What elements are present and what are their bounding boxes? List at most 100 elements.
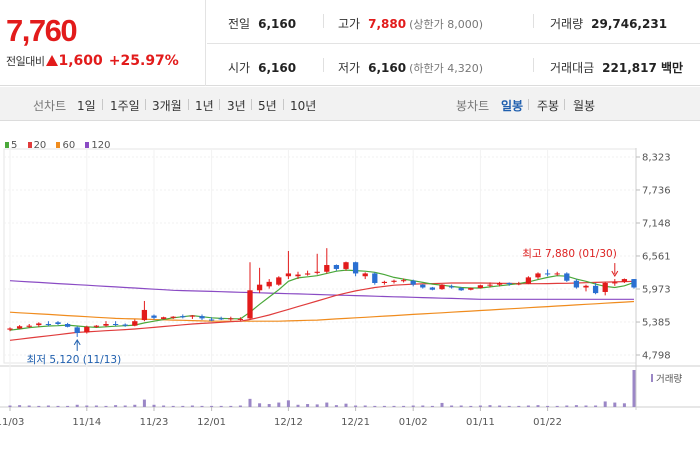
volume-bar — [56, 405, 60, 407]
y-tick-label: 5,973 — [642, 285, 671, 296]
period-1y-button[interactable]: 1년 — [195, 99, 214, 113]
candle-body — [55, 322, 61, 324]
change-amount: 1,600 — [58, 53, 103, 69]
candle — [352, 261, 359, 277]
stat-open: 시가 6,160 — [228, 61, 297, 75]
candle-body — [112, 323, 119, 325]
candle — [420, 284, 426, 289]
volume-bar — [133, 404, 137, 407]
candle — [36, 322, 42, 327]
volume-bar — [171, 405, 175, 407]
candle-body — [295, 274, 301, 277]
volume-bar — [277, 402, 281, 407]
candle — [468, 287, 474, 291]
volume-bar — [181, 405, 185, 407]
period-5y-button[interactable]: 5년 — [258, 99, 277, 113]
volume-bar — [114, 405, 118, 407]
x-tick-label: 11/03 — [0, 417, 24, 428]
candle-body — [237, 318, 244, 320]
candle — [372, 272, 378, 285]
y-tick-label: 6,561 — [642, 251, 671, 262]
volume-bar — [66, 405, 70, 407]
volume-bar — [498, 405, 502, 407]
volume-bar — [75, 404, 79, 407]
candle — [439, 284, 445, 290]
candle-body — [439, 284, 445, 290]
volume-bar — [123, 405, 127, 407]
volume-bar — [574, 405, 578, 407]
candle — [410, 279, 416, 287]
volume-bar — [162, 405, 166, 407]
candle-body — [458, 288, 464, 291]
period-3y-button[interactable]: 3년 — [227, 99, 246, 113]
volume-bar — [488, 405, 492, 407]
y-tick-label: 4,798 — [642, 351, 671, 362]
volume-bar — [286, 400, 290, 407]
x-tick-label: 12/01 — [197, 417, 226, 428]
line-chart-label: 선차트 — [33, 99, 67, 113]
period-1d-button[interactable]: 1일 — [77, 99, 96, 113]
candle-body — [429, 287, 436, 290]
volume-bar — [46, 405, 50, 407]
period-10y-button[interactable]: 10년 — [290, 99, 317, 113]
volume-bar — [152, 404, 156, 407]
candle-body — [621, 279, 628, 282]
candle — [554, 271, 560, 276]
volume-bar — [517, 405, 521, 407]
candle — [93, 325, 100, 328]
candle-body — [208, 319, 215, 321]
volume-bar — [296, 404, 300, 407]
volume-bar — [507, 405, 511, 407]
volume-bar — [430, 405, 434, 407]
candle — [400, 278, 407, 283]
candle — [573, 279, 580, 289]
candle — [564, 272, 570, 282]
candle — [602, 281, 608, 296]
x-tick-label: 01/11 — [466, 417, 495, 428]
stat-high: 고가 7,880 (상한가 8,000) — [338, 17, 483, 31]
candle — [151, 314, 157, 320]
candle-body — [535, 273, 541, 278]
candle — [84, 325, 90, 334]
volume-bar — [546, 405, 550, 407]
candle-body — [141, 309, 148, 321]
candle-body — [554, 273, 560, 275]
volume-bar — [402, 405, 406, 407]
volume-bar — [421, 405, 425, 407]
candle-body — [26, 325, 32, 327]
volume-bar — [536, 405, 540, 407]
volume-bar — [306, 404, 310, 407]
volume-bar — [613, 402, 617, 407]
candle — [592, 282, 599, 295]
candle — [103, 321, 109, 327]
candle-daily-button[interactable]: 일봉 — [501, 99, 524, 113]
candle-monthly-button[interactable]: 월봉 — [573, 99, 596, 113]
candle — [429, 286, 436, 291]
candle-body — [170, 316, 176, 318]
candle-weekly-button[interactable]: 주봉 — [537, 99, 560, 113]
candle — [16, 325, 23, 330]
volume-bar — [622, 403, 626, 407]
candle-body — [381, 281, 388, 283]
change-label: 전일대비 — [6, 55, 45, 68]
candle — [45, 321, 52, 327]
candle-body — [64, 323, 71, 327]
candle-body — [631, 279, 637, 288]
candle — [535, 272, 541, 280]
candle — [228, 316, 234, 321]
period-3m-button[interactable]: 3개월 — [152, 99, 182, 113]
high-arrowhead — [611, 270, 619, 278]
x-tick-label: 01/22 — [533, 417, 562, 428]
stat-volume: 거래량 29,746,231 — [550, 17, 668, 31]
candle — [218, 316, 224, 321]
volume-bar — [334, 405, 338, 407]
candle — [180, 314, 186, 319]
candle-body — [247, 290, 253, 319]
candle-body — [151, 315, 157, 318]
x-tick-label: 12/21 — [341, 417, 370, 428]
candle — [324, 248, 330, 274]
legend-ma20: 20 — [27, 140, 46, 151]
period-1w-button[interactable]: 1주일 — [110, 99, 140, 113]
candle-body — [218, 318, 224, 320]
